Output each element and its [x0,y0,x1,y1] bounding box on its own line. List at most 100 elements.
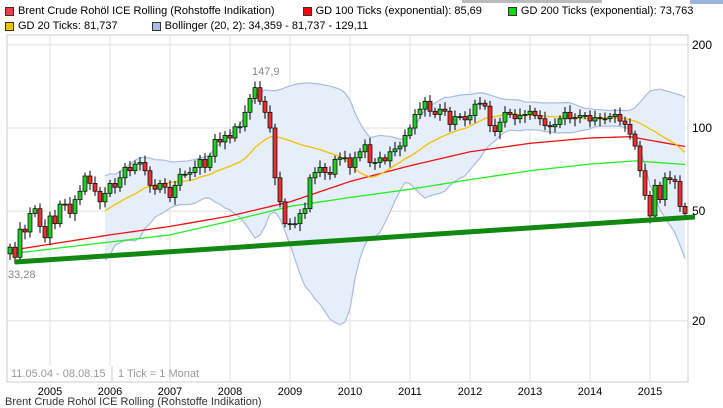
candle-body [392,148,398,153]
candle [342,150,348,163]
candle-body [227,135,233,139]
candle-body [642,170,648,196]
footer-legend: Brent Crude Rohöl ICE Rolling (Rohstoffe… [5,396,262,408]
candle-body [627,124,633,135]
candle [332,155,338,178]
candle-body [367,144,373,163]
candle [177,168,183,191]
candle [392,141,398,157]
candle [582,111,588,120]
candle [122,162,128,186]
candle [447,106,453,132]
candle-body [267,111,273,129]
candle-body [272,127,278,179]
candle [202,153,208,173]
candle [412,109,418,135]
candle-body [302,208,308,214]
candle-body [42,226,48,239]
candle [212,134,218,163]
y-tick-label: 100 [692,121,712,135]
toolbar-tab[interactable] [462,0,602,3]
candle [192,160,198,178]
candle [672,175,678,189]
candle [662,172,668,207]
candle-body [407,127,413,136]
candle-body [432,110,438,115]
candle-body [377,157,383,163]
candle [147,166,153,193]
candle [562,107,568,126]
candle-body [562,111,568,120]
bollinger-band [105,82,685,325]
candle-body [67,203,73,214]
candle [257,81,263,105]
candle [352,151,358,173]
candle-body [527,110,533,115]
candle [437,103,443,121]
candle [567,105,573,124]
candle [72,195,78,221]
candle-body [667,177,673,180]
candle [602,112,608,125]
candle [422,96,428,117]
candle-body [487,105,493,126]
candle-body [32,208,38,214]
candle [642,163,648,200]
candle-body [507,111,513,115]
candle [542,111,548,131]
y-tick-label: 50 [692,204,706,218]
candle-body [337,157,343,160]
range-box [8,366,126,381]
candle [312,167,318,185]
candle-body [412,114,418,129]
candle-body [472,103,478,116]
candle [487,100,493,133]
candle [117,170,123,192]
candle-body [312,172,318,179]
candle-body [332,158,338,175]
candle [587,110,593,128]
candle [347,153,353,175]
candle-body [577,115,583,119]
candle-body [217,138,223,143]
candle [577,109,583,124]
candle [417,102,423,119]
candle-body [212,138,218,157]
candle [22,224,28,240]
candle [102,187,108,208]
candle [282,198,288,228]
candle-body [87,175,93,184]
candle-body [602,118,608,121]
legend-item-price: Brent Crude Rohöl ICE Rolling (Rohstoffe… [5,5,275,17]
window-icon[interactable] [690,0,723,4]
annotation-low: 33,28 [8,269,36,281]
candle-body [52,215,58,225]
candle [337,152,343,166]
candle [237,121,243,134]
candle [167,180,173,203]
candle [507,108,513,119]
candle [522,110,528,123]
candle-body [252,87,258,99]
legend-label: GD 100 Ticks (exponential): 85,69 [315,5,482,17]
candle [572,113,578,127]
candle-body [617,114,623,122]
candle [67,197,73,219]
candle [137,157,143,171]
candle [357,148,363,162]
candle [142,155,148,176]
candle-body [457,116,463,118]
candle-body [277,177,283,203]
candle [457,113,463,121]
y-tick-label: 20 [692,314,706,328]
candle-body [82,175,88,192]
candle-body [247,98,253,113]
candle [382,154,388,165]
candle-body [657,184,663,201]
candle [387,146,393,168]
legend-label: Brent Crude Rohöl ICE Rolling (Rohstoffe… [18,5,275,17]
candle-body [442,108,448,112]
candle-body [257,87,263,102]
candle [502,106,508,128]
